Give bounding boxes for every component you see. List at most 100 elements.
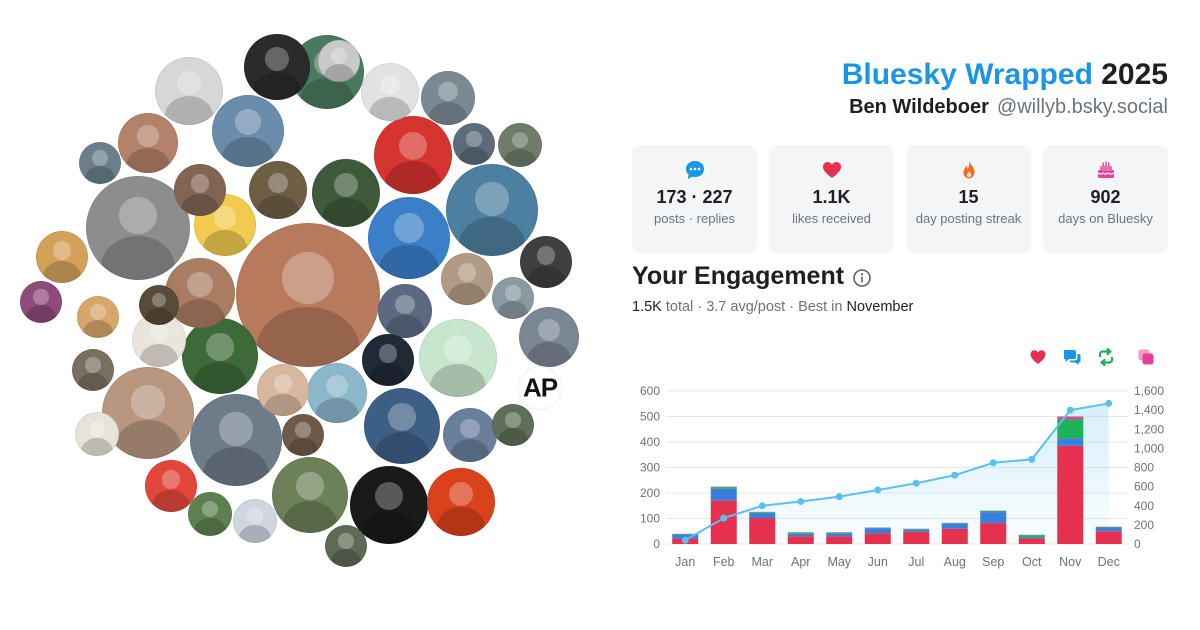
cumulative-point [1028, 455, 1036, 463]
y-tick-label: 600 [640, 384, 660, 398]
avatar[interactable] [307, 363, 367, 423]
y-tick-label: 400 [640, 435, 660, 449]
engagement-avg-label: avg/post [730, 299, 786, 315]
avatar[interactable] [362, 334, 414, 386]
engagement-best-month: November [846, 299, 914, 315]
avatar[interactable] [441, 253, 493, 305]
y2-tick-label: 0 [1134, 537, 1141, 551]
avatar[interactable] [427, 468, 495, 536]
avatar[interactable] [519, 307, 579, 367]
y-tick-label: 300 [640, 461, 660, 475]
x-tick-label: Aug [944, 555, 966, 569]
avatar[interactable] [155, 57, 223, 125]
avatar[interactable] [419, 319, 497, 397]
avatar[interactable] [86, 176, 190, 280]
engagement-avg-value: 3.7 [706, 299, 727, 315]
heart-icon[interactable] [1028, 347, 1048, 367]
bar-segment [864, 533, 891, 544]
cumulative-line [684, 402, 1109, 542]
x-tick-label: Oct [1022, 555, 1042, 569]
avatar[interactable] [188, 492, 232, 536]
bar-segment [1057, 419, 1084, 439]
avatar[interactable] [139, 285, 179, 325]
bar-segment [1018, 537, 1045, 539]
avatar[interactable] [36, 231, 88, 283]
y2-tick-label: 400 [1134, 499, 1154, 513]
avatar[interactable] [453, 123, 495, 165]
bar-segment [826, 536, 853, 544]
y2-tick-label: 1,000 [1134, 441, 1164, 455]
avatar-ap-logo[interactable]: AP [518, 366, 562, 410]
avatar[interactable] [374, 116, 452, 194]
avatar[interactable] [118, 113, 178, 173]
avatar[interactable] [520, 236, 572, 288]
avatar-cloud: AP [20, 34, 579, 567]
avatar[interactable] [421, 71, 475, 125]
bar-segment [749, 512, 776, 518]
avatar[interactable] [233, 499, 277, 543]
y2-tick-label: 600 [1134, 480, 1154, 494]
bar-segment [1057, 438, 1084, 446]
avatar[interactable] [20, 281, 62, 323]
engagement-total-value: 1.5K [632, 299, 662, 315]
user-handle[interactable]: @willyb.bsky.social [996, 96, 1168, 118]
avatar[interactable] [174, 164, 226, 216]
engagement-summary: 1.5K total · 3.7 avg/post · Best in Nove… [632, 299, 914, 315]
cumulative-point [1066, 406, 1074, 414]
avatar[interactable] [79, 142, 121, 184]
stat-card-posts: 173 · 227 posts · replies [632, 145, 757, 253]
avatar[interactable] [492, 404, 534, 446]
bar-segment [903, 528, 930, 530]
y-tick-label: 200 [640, 486, 660, 500]
avatar[interactable] [350, 466, 428, 544]
y-tick-label: 100 [640, 512, 660, 526]
avatar[interactable] [132, 313, 186, 367]
avatar[interactable] [165, 258, 235, 328]
x-tick-label: Apr [791, 555, 810, 569]
avatar[interactable] [236, 223, 380, 367]
info-icon[interactable] [852, 268, 872, 288]
avatar[interactable] [77, 296, 119, 338]
bar-segment [787, 532, 814, 534]
avatar[interactable] [368, 197, 450, 279]
chat-bubbles-icon[interactable] [1062, 347, 1082, 367]
quote-icon[interactable] [1136, 347, 1156, 367]
avatar[interactable] [212, 95, 284, 167]
wrapped-panel: Bluesky Wrapped 2025 Ben Wildeboer @willy… [632, 0, 1168, 630]
bar-segment [980, 512, 1007, 524]
avatar[interactable] [364, 388, 440, 464]
x-tick-label: Dec [1098, 555, 1120, 569]
repost-icon[interactable] [1096, 347, 1116, 367]
cumulative-point [912, 479, 920, 487]
avatar[interactable] [378, 284, 432, 338]
bar-segment [749, 517, 776, 544]
bar-segment [941, 523, 968, 529]
avatar[interactable] [182, 318, 258, 394]
bar-segment [787, 536, 814, 544]
avatar[interactable] [282, 414, 324, 456]
stat-label: day posting streak [915, 211, 1022, 226]
avatar[interactable] [325, 525, 367, 567]
avatar[interactable] [102, 367, 194, 459]
avatar[interactable] [446, 164, 538, 256]
x-tick-label: Feb [713, 555, 735, 569]
avatar[interactable] [443, 408, 497, 462]
avatar[interactable] [72, 349, 114, 391]
stats-row: 173 · 227 posts · replies 1.1K likes rec… [632, 145, 1168, 253]
avatar[interactable] [244, 34, 310, 100]
avatar[interactable] [318, 40, 360, 82]
avatar[interactable] [312, 159, 380, 227]
avatar[interactable] [498, 123, 542, 167]
cumulative-point [758, 502, 766, 510]
avatar[interactable] [257, 364, 309, 416]
avatar[interactable] [272, 457, 348, 533]
x-tick-label: May [827, 555, 851, 569]
bar-segment [1018, 538, 1045, 544]
avatar[interactable] [361, 63, 419, 121]
x-tick-label: Jul [908, 555, 924, 569]
avatar[interactable] [75, 412, 119, 456]
bar-segment [1095, 526, 1122, 528]
avatar[interactable] [492, 277, 534, 319]
avatar[interactable] [145, 460, 197, 512]
avatar[interactable] [249, 161, 307, 219]
